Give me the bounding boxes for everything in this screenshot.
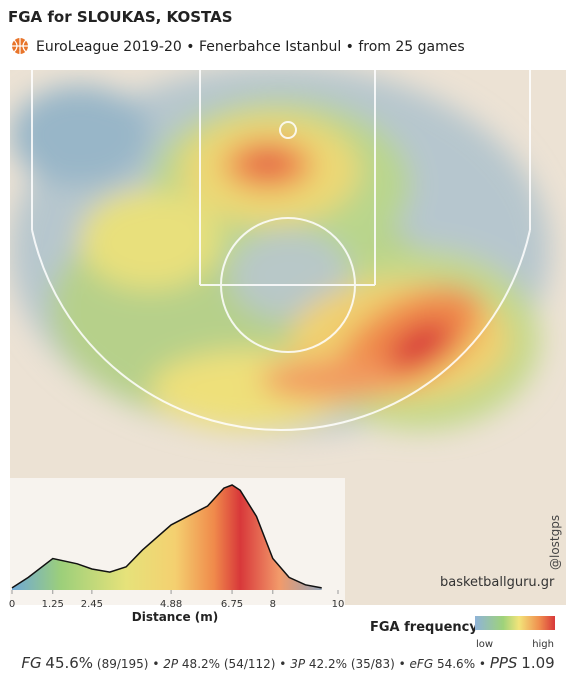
x-axis-title: Distance (m) — [132, 610, 219, 624]
court-lines — [31, 70, 531, 432]
x-tick-label: 10 — [332, 599, 345, 610]
chart: FGA for SLOUKAS, KOSTAS EuroLeague 2019-… — [8, 8, 566, 650]
title: FGA for SLOUKAS, KOSTAS — [8, 8, 233, 26]
density-area — [12, 485, 322, 590]
x-tick-label: 2.45 — [81, 599, 103, 610]
stat-text: (89/195) — [96, 657, 149, 671]
watermark-site: basketballguru.gr — [440, 575, 555, 590]
stat-text: 48.2% — [181, 657, 221, 671]
stat-text: 1.09 — [521, 654, 555, 672]
stat-text: 42.2% — [308, 657, 348, 671]
density-line — [11, 484, 322, 589]
stat-text: • — [279, 657, 287, 671]
legend-bar — [475, 616, 555, 630]
stat-text: (35/83) — [350, 657, 395, 671]
stat-text: FG — [21, 654, 42, 672]
stat-text: 3P — [290, 657, 306, 671]
subtitle: EuroLeague 2019-20 • Fenerbahce Istanbul… — [36, 39, 465, 55]
legend-low: low — [476, 639, 493, 650]
x-tick-label: 8 — [270, 599, 276, 610]
stats-line: FG 45.6% (89/195) • 2P 48.2% (54/112) • … — [0, 654, 576, 672]
stat-text: • — [152, 657, 160, 671]
legend-high: high — [532, 639, 554, 650]
legend-title: FGA frequency — [370, 620, 478, 635]
x-tick-label: 4.88 — [160, 599, 182, 610]
watermark-handle: @lostgps — [548, 515, 562, 570]
logo-lines — [12, 38, 28, 54]
stat-text: • — [398, 657, 406, 671]
x-tick-label: 0 — [9, 599, 15, 610]
stat-text: eFG — [409, 657, 434, 671]
x-tick-label: 6.75 — [221, 599, 243, 610]
stat-text: 54.6% — [436, 657, 476, 671]
stat-text: 45.6% — [45, 654, 94, 672]
stat-text: PPS — [489, 654, 518, 672]
x-tick-label: 1.25 — [42, 599, 64, 610]
court — [10, 70, 566, 605]
stat-text: • — [478, 657, 486, 671]
stat-text: (54/112) — [223, 657, 276, 671]
stat-text: 2P — [163, 657, 179, 671]
heatmap — [10, 70, 550, 435]
